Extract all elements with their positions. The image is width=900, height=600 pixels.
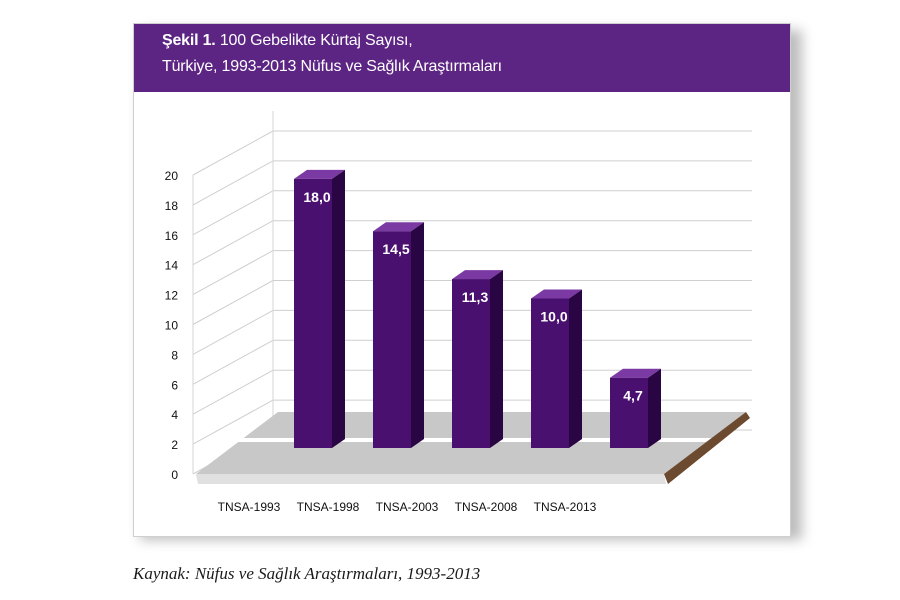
bar: [294, 178, 332, 448]
y-tick-label: 6: [171, 378, 178, 392]
gridline-side: [192, 280, 274, 325]
x-category-label: TNSA-1993: [218, 500, 281, 514]
gridline-side: [192, 190, 274, 236]
gridline-side: [192, 339, 274, 385]
x-category-label: TNSA-2013: [534, 500, 597, 514]
gridline-side: [192, 250, 274, 296]
floor-edge: [196, 474, 666, 484]
bar-top: [531, 289, 582, 299]
bars: 18,0 14,5 11,3 10,0 4,7: [294, 169, 661, 448]
bar-side: [332, 169, 345, 448]
bar: [610, 377, 648, 448]
y-tick-label: 2: [171, 438, 178, 452]
bar-value-label: 4,7: [623, 388, 643, 404]
bar-top: [610, 368, 661, 378]
figure-title-line-2: Türkiye, 1993-2013 Nüfus ve Sağlık Araşt…: [162, 58, 502, 75]
bar-side: [411, 222, 424, 448]
bar-top: [294, 169, 345, 179]
figure-header: [134, 24, 790, 92]
bar: [452, 279, 490, 448]
source-caption: Kaynak: Nüfus ve Sağlık Araştırmaları, 1…: [133, 564, 481, 583]
gridline-side: [192, 309, 274, 355]
bar-value-label: 18,0: [303, 189, 330, 205]
header-background: [134, 24, 790, 92]
figure-number: Şekil 1.: [162, 32, 216, 49]
y-tick-label: 12: [165, 289, 179, 303]
bar-side: [490, 270, 503, 448]
gridline-side: [192, 160, 274, 206]
gridline-side: [192, 130, 274, 176]
y-tick-label: 0: [171, 468, 178, 482]
y-tick-label: 10: [165, 319, 179, 333]
bar-top: [373, 222, 424, 232]
y-tick-label: 18: [165, 199, 179, 213]
bar-value-label: 11,3: [462, 289, 489, 305]
y-tick-label: 14: [165, 259, 179, 273]
x-category-label: TNSA-2003: [376, 500, 439, 514]
x-category-label: TNSA-1998: [297, 500, 360, 514]
y-tick-label: 4: [171, 408, 178, 422]
x-category-label: TNSA-2008: [455, 500, 518, 514]
y-tick-label: 20: [165, 169, 179, 183]
y-tick-label: 16: [165, 229, 179, 243]
bar-value-label: 14,5: [382, 241, 409, 257]
gridline-side: [192, 369, 274, 415]
floor-side: [664, 412, 750, 484]
bar: [373, 231, 411, 448]
y-tick-label: 8: [171, 348, 178, 362]
figure-title-line-1: Şekil 1. 100 Gebelikte Kürtaj Sayısı,: [162, 32, 413, 50]
gridline-side: [192, 220, 274, 266]
bar: [531, 298, 569, 448]
bar-side: [648, 368, 661, 448]
bar-value-label: 10,0: [540, 309, 567, 325]
bar-side: [569, 289, 582, 448]
bar-top: [452, 270, 503, 280]
gridline-side: [192, 399, 274, 445]
x-axis-categories: TNSA-1993 TNSA-1998 TNSA-2003 TNSA-2008 TNSA…: [218, 500, 597, 514]
figure-title-text: 100 Gebelikte Kürtaj Sayısı,: [219, 32, 413, 49]
y-axis-ticks: 0 2 4 6 8 10 12 14 16 18 20: [165, 169, 179, 482]
